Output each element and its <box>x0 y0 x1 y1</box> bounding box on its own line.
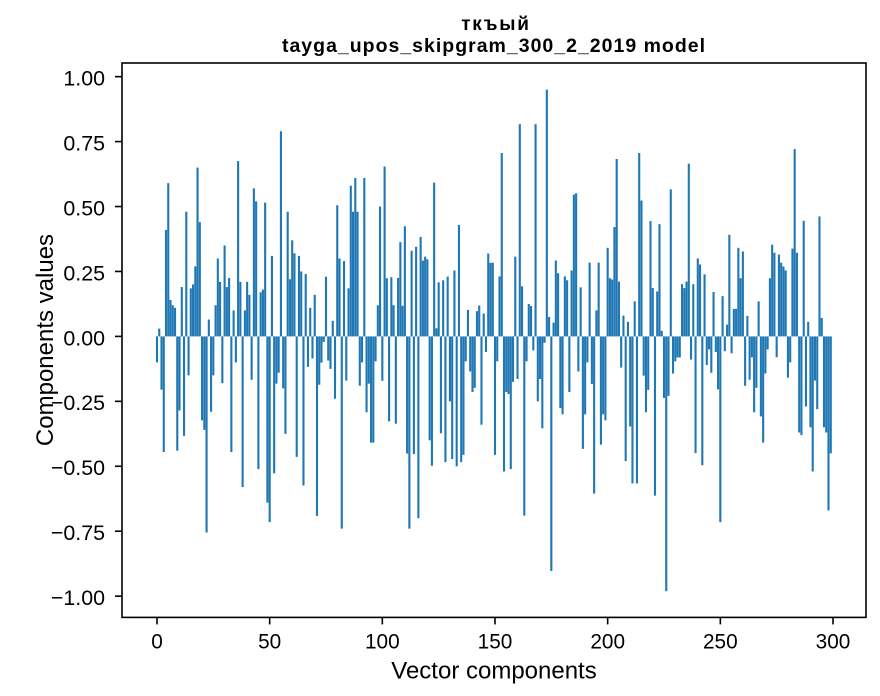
svg-text:Vector components: Vector components <box>391 658 596 685</box>
svg-text:150: 150 <box>478 631 513 654</box>
svg-text:0.50: 0.50 <box>63 196 105 220</box>
svg-text:ткъый: ткъый <box>461 14 531 35</box>
svg-text:200: 200 <box>590 631 625 654</box>
svg-text:0.00: 0.00 <box>63 326 105 350</box>
svg-text:−0.25: −0.25 <box>51 391 105 415</box>
svg-text:300: 300 <box>816 631 851 654</box>
svg-text:0.75: 0.75 <box>63 131 105 155</box>
svg-text:100: 100 <box>365 631 400 654</box>
svg-text:0.25: 0.25 <box>63 261 105 285</box>
svg-text:1.00: 1.00 <box>63 67 105 91</box>
svg-text:−0.50: −0.50 <box>51 456 105 480</box>
svg-text:tayga_upos_skipgram_300_2_2019: tayga_upos_skipgram_300_2_2019 model <box>282 35 706 57</box>
svg-text:50: 50 <box>258 631 281 654</box>
svg-text:−1.00: −1.00 <box>51 586 105 610</box>
svg-text:−0.75: −0.75 <box>51 521 105 545</box>
svg-text:250: 250 <box>703 631 738 654</box>
svg-text:Components values: Components values <box>32 234 59 446</box>
svg-text:0: 0 <box>151 631 163 654</box>
